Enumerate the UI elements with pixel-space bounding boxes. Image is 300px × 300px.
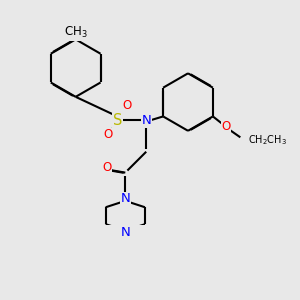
Text: O: O [102,161,112,174]
Text: N: N [141,114,151,127]
Text: O: O [122,100,131,112]
Text: O: O [221,120,231,134]
Text: N: N [120,192,130,205]
Text: N: N [120,226,130,239]
Text: CH$_3$: CH$_3$ [64,25,88,40]
Text: CH$_2$CH$_3$: CH$_2$CH$_3$ [248,133,287,147]
Text: S: S [113,113,122,128]
Text: O: O [104,128,113,141]
